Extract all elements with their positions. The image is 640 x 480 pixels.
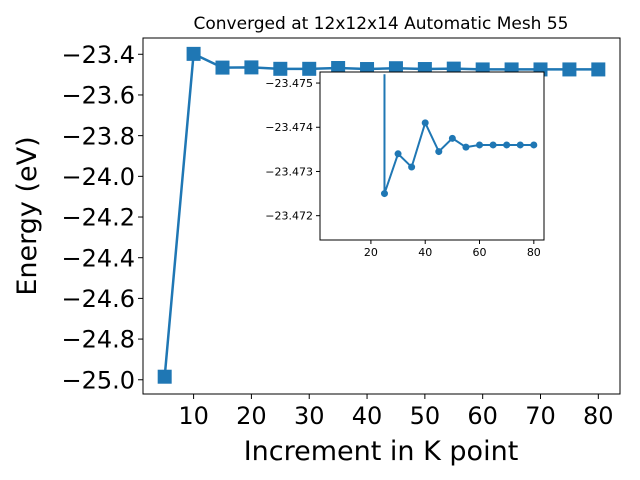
inset-data-point — [422, 119, 429, 126]
main-x-tick-label: 80 — [583, 402, 614, 430]
inset-y-tick-label: −23.473 — [265, 165, 313, 178]
main-y-tick-label: −24.4 — [61, 244, 135, 272]
inset-x-tick-label: 20 — [364, 246, 378, 259]
main-y-tick-label: −24.8 — [61, 326, 135, 354]
x-axis-label: Increment in K point — [244, 436, 519, 467]
inset-data-point — [462, 144, 469, 151]
inset-frame — [320, 72, 544, 240]
inset-data-point — [395, 150, 402, 157]
main-x-tick-label: 40 — [352, 402, 383, 430]
main-y-tick-label: −25.0 — [61, 366, 135, 394]
inset-data-point — [408, 164, 415, 171]
inset-x-tick-label: 40 — [418, 246, 432, 259]
main-data-point — [591, 62, 605, 76]
inset-data-point — [530, 141, 537, 148]
main-x-tick-label: 30 — [294, 402, 325, 430]
main-x-tick-label: 10 — [178, 402, 209, 430]
main-x-tick-label: 50 — [410, 402, 441, 430]
inset-x-tick-label: 60 — [473, 246, 487, 259]
inset-data-point — [503, 141, 510, 148]
inset-data-point — [381, 190, 388, 197]
main-data-point — [158, 370, 172, 384]
inset-data-point — [517, 141, 524, 148]
main-data-point — [302, 62, 316, 76]
main-y-tick-label: −24.6 — [61, 285, 135, 313]
main-data-point — [273, 62, 287, 76]
inset-x-tick-label: 80 — [527, 246, 541, 259]
main-y-tick-label: −23.4 — [61, 41, 135, 69]
main-y-tick-label: −23.8 — [61, 122, 135, 150]
inset-y-tick-label: −23.472 — [265, 210, 313, 223]
inset-y-tick-label: −23.475 — [265, 77, 313, 90]
chart-title: Converged at 12x12x14 Automatic Mesh 55 — [194, 14, 569, 34]
main-y-tick-label: −23.6 — [61, 82, 135, 110]
main-data-point — [244, 60, 258, 74]
y-axis-label: Energy (eV) — [12, 136, 43, 295]
main-x-tick-label: 70 — [525, 402, 556, 430]
main-y-tick-label: −24.0 — [61, 163, 135, 191]
main-data-point — [187, 47, 201, 61]
inset-data-point — [490, 141, 497, 148]
inset-y-tick-label: −23.474 — [265, 121, 313, 134]
inset-data-point — [435, 148, 442, 155]
main-data-point — [216, 61, 230, 75]
inset-data-point — [449, 135, 456, 142]
inset-data-point — [476, 141, 483, 148]
main-x-tick-label: 20 — [236, 402, 267, 430]
main-x-tick-label: 60 — [467, 402, 498, 430]
main-data-point — [562, 62, 576, 76]
main-y-tick-label: −24.2 — [61, 204, 135, 232]
